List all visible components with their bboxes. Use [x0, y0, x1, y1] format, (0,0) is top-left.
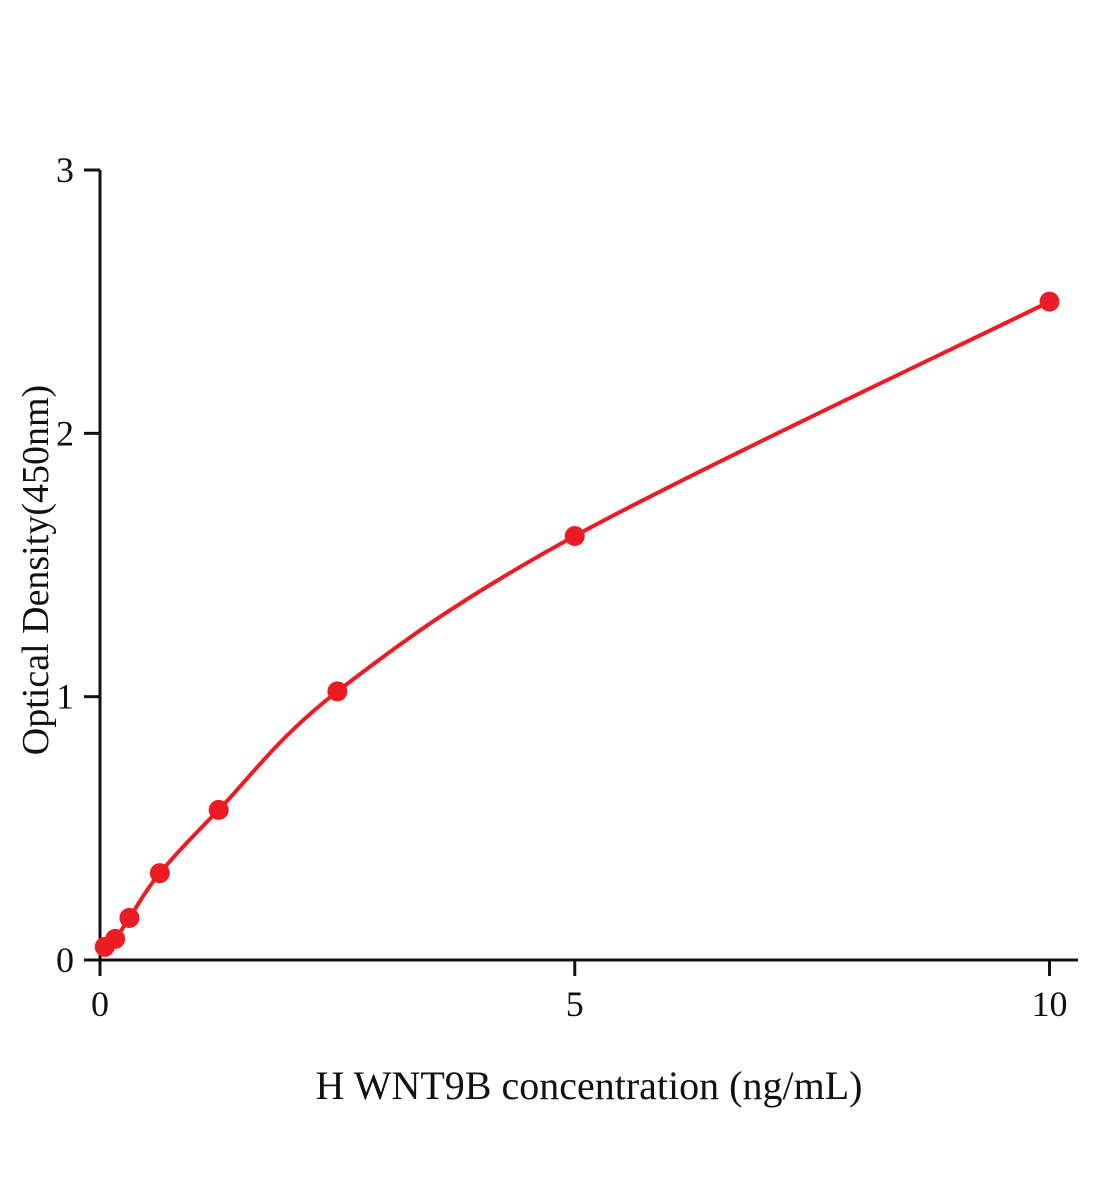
y-tick-label: 3	[56, 150, 74, 190]
x-axis-label: H WNT9B concentration (ng/mL)	[315, 1063, 863, 1108]
y-tick-label: 0	[56, 940, 74, 980]
data-point	[105, 928, 126, 949]
x-tick-label: 10	[1032, 984, 1068, 1024]
y-tick-label: 1	[56, 677, 74, 717]
data-point	[119, 907, 140, 928]
data-point	[208, 799, 229, 820]
y-axis-label: Optical Density(450nm)	[15, 384, 57, 756]
x-tick-label: 0	[91, 984, 109, 1024]
x-tick-label: 5	[566, 984, 584, 1024]
standard-curve-line	[102, 299, 1052, 949]
data-point	[564, 526, 585, 547]
data-point	[327, 681, 348, 702]
y-tick-label: 2	[56, 413, 74, 453]
data-point	[149, 863, 170, 884]
data-point	[1039, 291, 1060, 312]
